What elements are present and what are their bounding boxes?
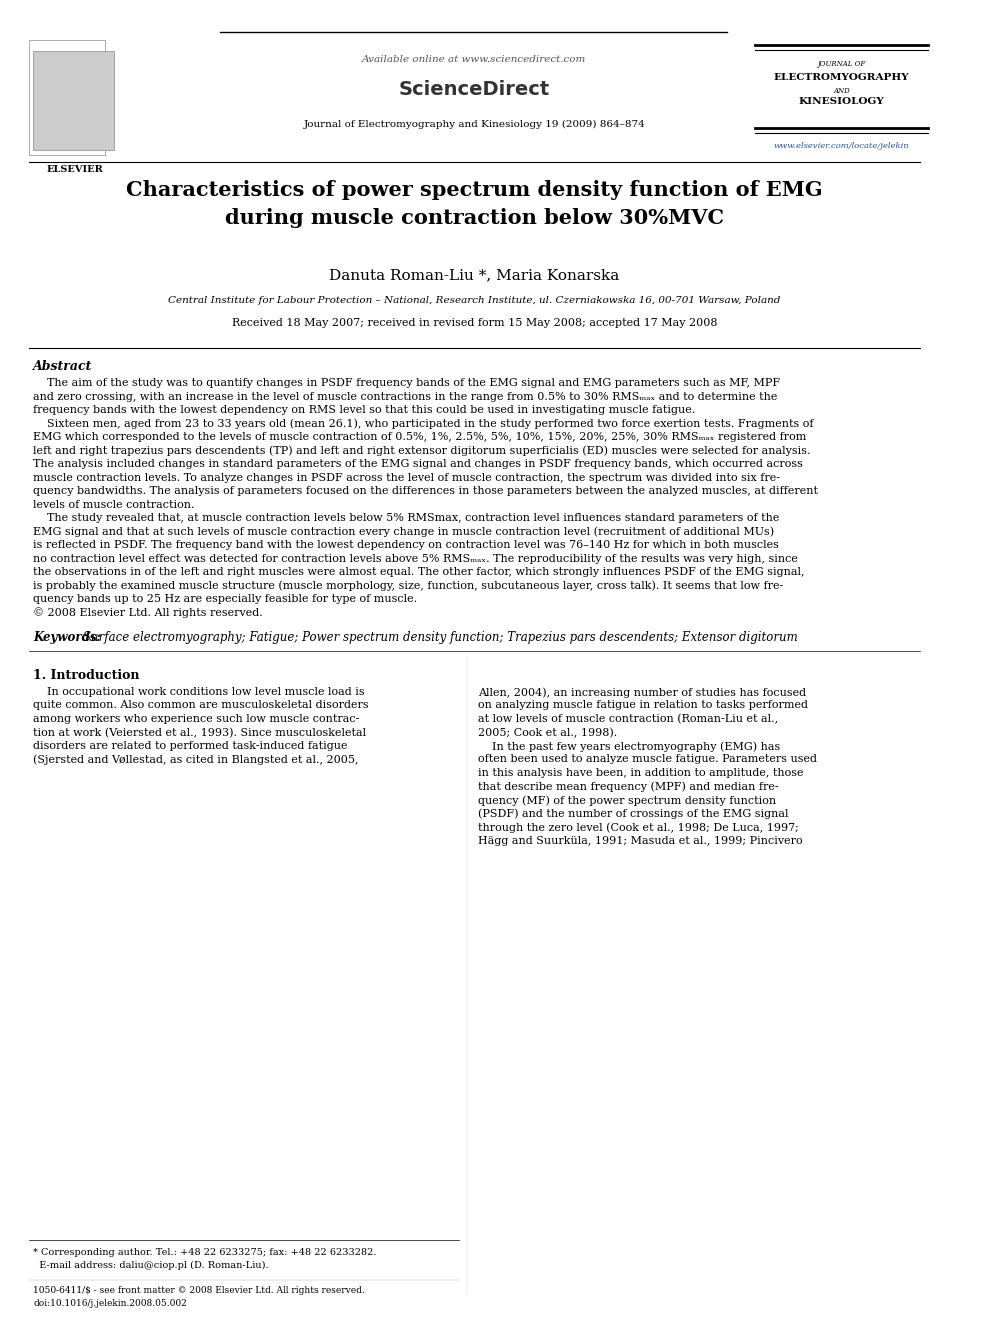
Text: JOURNAL OF: JOURNAL OF [817, 60, 866, 67]
Text: Characteristics of power spectrum density function of EMG
during muscle contract: Characteristics of power spectrum densit… [126, 180, 822, 228]
Text: quency bands up to 25 Hz are especially feasible for type of muscle.: quency bands up to 25 Hz are especially … [34, 594, 418, 605]
Text: in this analysis have been, in addition to amplitude, those: in this analysis have been, in addition … [478, 767, 804, 778]
Text: 1050-6411/$ - see front matter © 2008 Elsevier Ltd. All rights reserved.
doi:10.: 1050-6411/$ - see front matter © 2008 El… [34, 1286, 365, 1307]
Text: ELECTROMYOGRAPHY: ELECTROMYOGRAPHY [774, 73, 910, 82]
Text: no contraction level effect was detected for contraction levels above 5% RMSₘₐₓ.: no contraction level effect was detected… [34, 553, 799, 564]
Text: quency (MF) of the power spectrum density function: quency (MF) of the power spectrum densit… [478, 795, 777, 806]
Text: Central Institute for Labour Protection – National, Research Institute, ul. Czer: Central Institute for Labour Protection … [169, 296, 781, 306]
Text: is reflected in PSDF. The frequency band with the lowest dependency on contracti: is reflected in PSDF. The frequency band… [34, 540, 780, 550]
Text: The aim of the study was to quantify changes in PSDF frequency bands of the EMG : The aim of the study was to quantify cha… [34, 378, 781, 388]
Text: The study revealed that, at muscle contraction levels below 5% RMSmax, contracti: The study revealed that, at muscle contr… [34, 513, 780, 523]
Text: Received 18 May 2007; received in revised form 15 May 2008; accepted 17 May 2008: Received 18 May 2007; received in revise… [231, 318, 717, 328]
Text: 1. Introduction: 1. Introduction [34, 669, 140, 681]
Text: and zero crossing, with an increase in the level of muscle contractions in the r: and zero crossing, with an increase in t… [34, 392, 778, 401]
Text: * Corresponding author. Tel.: +48 22 6233275; fax: +48 22 6233282.
  E-mail addr: * Corresponding author. Tel.: +48 22 623… [34, 1248, 377, 1270]
Text: that describe mean frequency (MPF) and median fre-: that describe mean frequency (MPF) and m… [478, 782, 779, 792]
Text: frequency bands with the lowest dependency on RMS level so that this could be us: frequency bands with the lowest dependen… [34, 405, 695, 415]
Text: Journal of Electromyography and Kinesiology 19 (2009) 864–874: Journal of Electromyography and Kinesiol… [304, 120, 645, 130]
Text: KINESIOLOGY: KINESIOLOGY [799, 97, 885, 106]
Text: ScienceDirect: ScienceDirect [399, 79, 550, 99]
Text: EMG which corresponded to the levels of muscle contraction of 0.5%, 1%, 2.5%, 5%: EMG which corresponded to the levels of … [34, 433, 806, 442]
Text: AND: AND [833, 87, 850, 95]
Text: left and right trapezius pars descendents (TP) and left and right extensor digit: left and right trapezius pars descendent… [34, 446, 811, 456]
Text: quite common. Also common are musculoskeletal disorders: quite common. Also common are musculoske… [34, 700, 369, 710]
Bar [34, 50, 114, 149]
Text: The analysis included changes in standard parameters of the EMG signal and chang: The analysis included changes in standar… [34, 459, 804, 468]
Text: Allen, 2004), an increasing number of studies has focused: Allen, 2004), an increasing number of st… [478, 687, 806, 697]
Text: through the zero level (Cook et al., 1998; De Luca, 1997;: through the zero level (Cook et al., 199… [478, 822, 799, 832]
Text: often been used to analyze muscle fatigue. Parameters used: often been used to analyze muscle fatigu… [478, 754, 817, 765]
Bar [29, 40, 105, 155]
Text: Surface electromyography; Fatigue; Power spectrum density function; Trapezius pa: Surface electromyography; Fatigue; Power… [83, 631, 798, 644]
Text: is probably the examined muscle structure (muscle morphology, size, function, su: is probably the examined muscle structur… [34, 581, 784, 591]
Text: (PSDF) and the number of crossings of the EMG signal: (PSDF) and the number of crossings of th… [478, 808, 789, 819]
Text: quency bandwidths. The analysis of parameters focused on the differences in thos: quency bandwidths. The analysis of param… [34, 486, 818, 496]
Text: ELSEVIER: ELSEVIER [47, 165, 103, 175]
Text: among workers who experience such low muscle contrac-: among workers who experience such low mu… [34, 714, 360, 724]
Text: Danuta Roman-Liu *, Maria Konarska: Danuta Roman-Liu *, Maria Konarska [329, 269, 619, 282]
Text: tion at work (Veiersted et al., 1993). Since musculoskeletal: tion at work (Veiersted et al., 1993). S… [34, 728, 367, 738]
Text: Keywords:: Keywords: [34, 631, 101, 644]
Text: EMG signal and that at such levels of muscle contraction every change in muscle : EMG signal and that at such levels of mu… [34, 527, 775, 537]
Text: In the past few years electromyography (EMG) has: In the past few years electromyography (… [478, 741, 781, 751]
Text: at low levels of muscle contraction (Roman-Liu et al.,: at low levels of muscle contraction (Rom… [478, 714, 779, 725]
Text: the observations in of the left and right muscles were almost equal. The other f: the observations in of the left and righ… [34, 568, 805, 577]
Text: Hägg and Suurküla, 1991; Masuda et al., 1999; Pincivero: Hägg and Suurküla, 1991; Masuda et al., … [478, 836, 803, 845]
Text: www.elsevier.com/locate/jelekin: www.elsevier.com/locate/jelekin [774, 142, 910, 149]
Text: 2005; Cook et al., 1998).: 2005; Cook et al., 1998). [478, 728, 617, 738]
Text: In occupational work conditions low level muscle load is: In occupational work conditions low leve… [34, 687, 365, 697]
Text: Available online at www.sciencedirect.com: Available online at www.sciencedirect.co… [362, 56, 586, 64]
Text: Abstract: Abstract [34, 360, 93, 373]
Text: disorders are related to performed task-induced fatigue: disorders are related to performed task-… [34, 741, 348, 751]
Text: (Sjersted and Vøllestad, as cited in Blangsted et al., 2005,: (Sjersted and Vøllestad, as cited in Bla… [34, 754, 359, 765]
Text: on analyzing muscle fatigue in relation to tasks performed: on analyzing muscle fatigue in relation … [478, 700, 808, 710]
Text: muscle contraction levels. To analyze changes in PSDF across the level of muscle: muscle contraction levels. To analyze ch… [34, 472, 781, 483]
Text: Sixteen men, aged from 23 to 33 years old (mean 26.1), who participated in the s: Sixteen men, aged from 23 to 33 years ol… [34, 418, 814, 429]
Text: © 2008 Elsevier Ltd. All rights reserved.: © 2008 Elsevier Ltd. All rights reserved… [34, 607, 263, 618]
Text: levels of muscle contraction.: levels of muscle contraction. [34, 500, 195, 509]
